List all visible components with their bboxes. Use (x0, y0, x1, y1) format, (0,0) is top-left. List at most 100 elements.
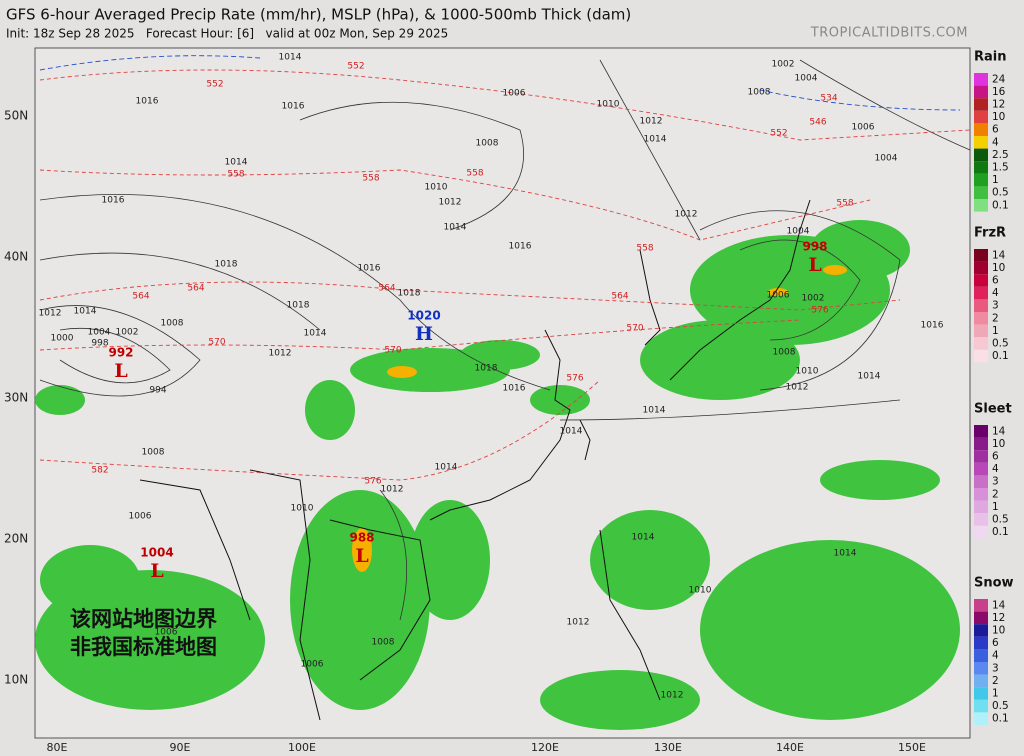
title: GFS 6-hour Averaged Precip Rate (mm/hr),… (6, 6, 631, 24)
pressure-letter: L (355, 545, 368, 567)
legend-title: Snow (974, 576, 1014, 591)
legend-label: 4 (992, 463, 999, 475)
legend-label: 6 (992, 637, 999, 649)
isobar-label: 1016 (503, 384, 526, 394)
legend-label: 2 (992, 312, 999, 324)
legend-swatch (974, 148, 988, 162)
pressure-value: 988 (349, 531, 374, 545)
legend-label: 3 (992, 300, 999, 312)
thickness-label: 558 (836, 199, 853, 209)
lat-label: 20N (4, 532, 28, 546)
legend-label: 10 (992, 438, 1005, 450)
legend-swatch (974, 475, 988, 488)
isobar-label: 1002 (116, 328, 139, 338)
legend-label: 4 (992, 136, 999, 148)
legend-label: 0.5 (992, 338, 1009, 350)
thickness-lines (39, 69, 971, 481)
pressure-value: 992 (108, 346, 133, 360)
legend-label: 4 (992, 287, 999, 299)
thickness-label: 552 (206, 80, 223, 90)
isobar-label: 1014 (279, 53, 302, 63)
lon-label: 150E (898, 741, 926, 754)
isobar-label: 1006 (503, 89, 526, 99)
isobar-label: 1016 (921, 321, 944, 331)
isobar-label: 1008 (476, 139, 499, 149)
legend-label: 3 (992, 662, 999, 674)
isobar-label: 1014 (225, 158, 248, 168)
legend-label: 0.1 (992, 350, 1009, 362)
lat-label: 40N (4, 250, 28, 264)
legend-swatch (974, 462, 988, 476)
legend-swatch (974, 599, 988, 612)
isobar-label: 1016 (509, 242, 532, 252)
isobar-label: 1000 (51, 334, 74, 344)
legend-swatch (974, 450, 988, 463)
legend-swatch (974, 136, 988, 149)
thickness-label: 552 (347, 62, 364, 72)
lon-label: 90E (170, 741, 191, 754)
legend-label: 12 (992, 99, 1005, 111)
isobar-label: 1014 (643, 406, 666, 416)
coastlines (139, 199, 811, 721)
isobar-label: 1012 (269, 349, 292, 359)
legend-swatch (974, 525, 988, 539)
isobar-label: 1006 (767, 291, 790, 301)
thickness-label: 582 (91, 466, 108, 476)
isobar-label: 1016 (282, 102, 305, 112)
legend-swatch (974, 712, 988, 725)
legend-swatch (974, 161, 988, 174)
isobar-label: 1018 (287, 301, 310, 311)
lon-label: 80E (47, 741, 68, 754)
thickness-label: 564 (187, 284, 204, 294)
lon-label: 130E (654, 741, 682, 754)
thickness-label: 564 (132, 292, 149, 302)
legend-label: 12 (992, 612, 1005, 624)
legend-swatch (974, 437, 988, 451)
legend-label: 0.1 (992, 199, 1009, 211)
isobar-label: 1012 (640, 117, 663, 127)
isobar-label: 1010 (689, 586, 712, 596)
heavy-precip (352, 265, 847, 572)
legend-swatch (974, 513, 988, 526)
map-notice: 该网站地图边界 (70, 607, 217, 631)
lat-label: 50N (4, 109, 28, 123)
legend-label: 2.5 (992, 149, 1009, 161)
pressure-letter: H (415, 323, 433, 345)
isobar-label: 1006 (301, 660, 324, 670)
thickness-label: 558 (227, 170, 244, 180)
isobar-label: 1006 (155, 628, 178, 638)
isobar-label: 1016 (136, 97, 159, 107)
isobar-label: 1016 (358, 264, 381, 274)
legend-label: 2 (992, 488, 999, 500)
isobar-label: 1012 (675, 210, 698, 220)
isobar-label: 1006 (852, 123, 875, 133)
legend-title: FrzR (974, 226, 1006, 241)
thickness-label: 570 (626, 324, 643, 334)
cold-thickness (39, 55, 961, 111)
legend-swatch (974, 73, 988, 86)
isobar-label: 1010 (425, 183, 448, 193)
thickness-label: 576 (811, 306, 828, 316)
legend-swatch (974, 636, 988, 650)
map-notice: 非我国标准地图 (70, 635, 217, 659)
legend-label: 1 (992, 325, 999, 337)
legend-swatch (974, 488, 988, 501)
lat-label: 10N (4, 673, 28, 687)
isobars (39, 59, 971, 621)
thickness-label: 570 (208, 338, 225, 348)
legend-swatch (974, 687, 988, 700)
legend-swatch (974, 299, 988, 312)
thickness-label: 564 (378, 284, 395, 294)
legend-swatch (974, 274, 988, 287)
legend-swatch (974, 349, 988, 363)
legend-label: 14 (992, 249, 1006, 261)
legend-label: 0.5 (992, 700, 1009, 712)
legend-swatch (974, 611, 988, 625)
site-name: TROPICALTIDBITS.COM (810, 26, 968, 41)
legend-swatch (974, 85, 988, 99)
legend-label: 1 (992, 688, 999, 700)
thickness-label: 570 (384, 346, 401, 356)
legend-label: 0.1 (992, 526, 1009, 538)
pressure-value: 1004 (140, 546, 173, 560)
